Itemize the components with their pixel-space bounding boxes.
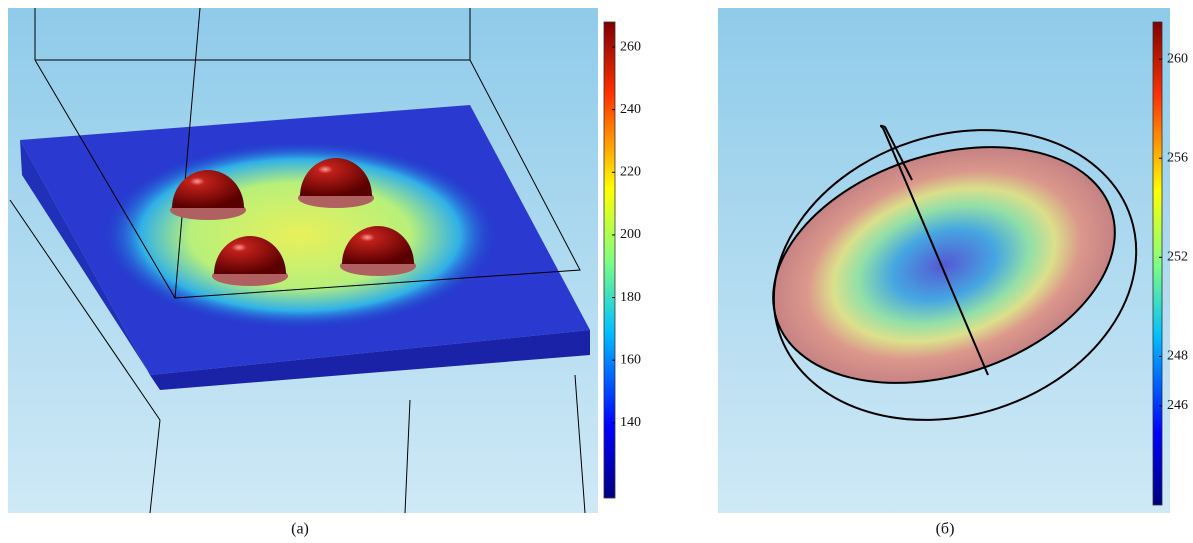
colorbar-tick-label: 180 [620,290,641,305]
colorbar-tick-label: 252 [1167,250,1188,265]
panel-a-scene [8,8,598,513]
colorbar [604,22,615,498]
figure: (a) (б) 260 240 220 200 180 160 140 260 256 252 24… [0,0,1193,543]
colorbar-tick-label: 248 [1167,349,1188,364]
caption: (a) [291,521,309,538]
colorbar-tick-label: 260 [1167,51,1188,66]
colorbar-tick-label: 240 [620,102,641,117]
colorbar-tick-label: 160 [620,352,641,367]
colorbar-tick-label: 200 [620,227,641,242]
colorbar [1153,22,1162,505]
panel-b-scene [718,8,1174,513]
caption: (б) [936,521,955,538]
colorbar-tick-label: 140 [620,415,641,430]
colorbar-tick-label: 246 [1167,398,1188,413]
colorbar-tick-label: 260 [620,39,641,54]
colorbar-tick-label: 220 [620,165,641,180]
colorbar-tick-label: 256 [1167,150,1188,165]
